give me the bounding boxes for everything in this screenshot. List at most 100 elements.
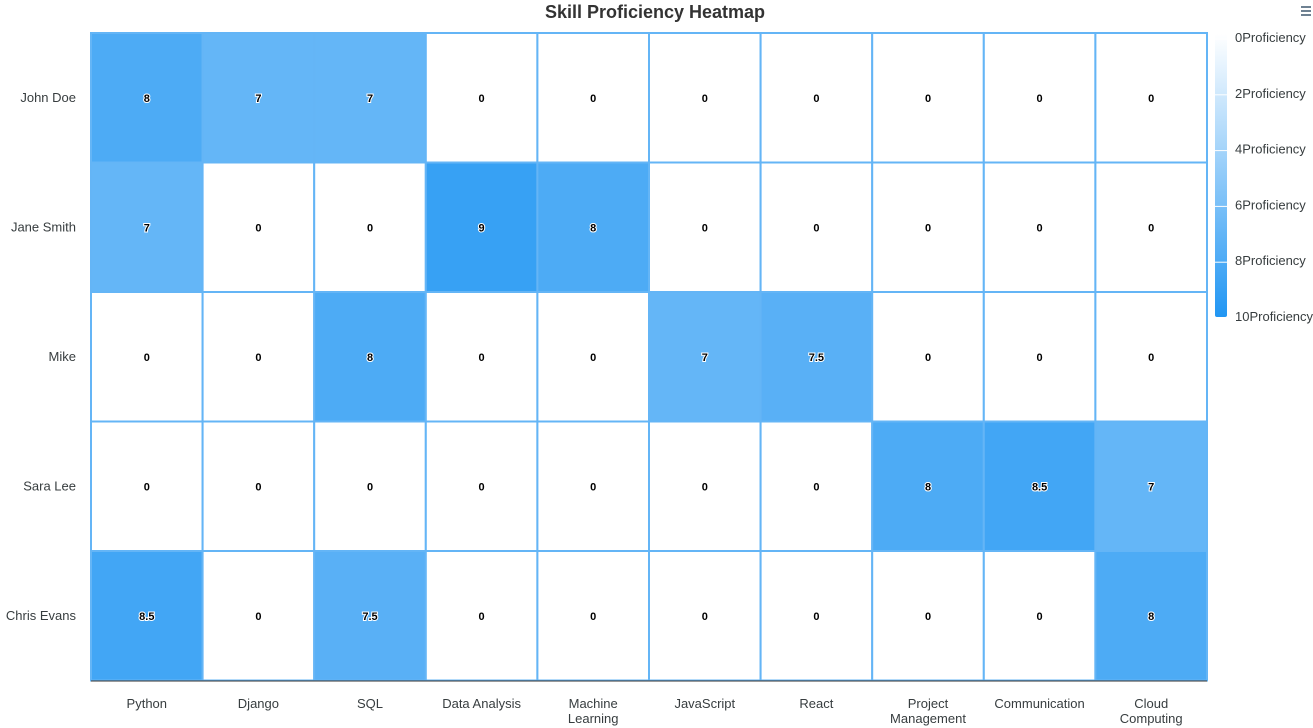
x-tick-label: SQL [357, 696, 383, 711]
cell-value-label: 0 [479, 93, 485, 105]
legend-label: 4Proficiency [1235, 142, 1306, 157]
heatmap-cell [1094, 161, 1209, 293]
cell-value-label: 7 [255, 93, 261, 105]
heatmap-cell [982, 291, 1097, 423]
heatmap-cell [648, 161, 762, 293]
legend-label: 0Proficiency [1235, 30, 1306, 45]
cell-value-label: 7.5 [362, 611, 377, 623]
cell-value-label: 0 [1148, 222, 1154, 234]
heatmap-cell [648, 420, 762, 552]
heatmap-cell [201, 550, 316, 682]
heatmap-cell-labels: 8 7 7 0 0 0 0 0 0 0 7 0 0 9 8 0 0 0 0 0 0 0 8 0 0 7 7.5 0 0 0 0 0 0 0 0 0 0 8… [138, 92, 1155, 624]
legend-label: 2Proficiency [1235, 86, 1306, 101]
x-tick-label: Project Management [890, 696, 966, 726]
cell-value-label: 9 [479, 222, 485, 234]
cell-value-label: 0 [144, 481, 150, 493]
cell-value-label: 0 [1037, 93, 1043, 105]
y-tick-label: Mike [49, 349, 76, 364]
cell-value-label: 0 [367, 481, 373, 493]
menu-icon[interactable] [1301, 6, 1311, 18]
cell-value-label: 0 [255, 352, 261, 364]
heatmap-cell [982, 550, 1097, 682]
cell-value-label: 7 [1148, 481, 1154, 493]
heatmap-cell [536, 550, 651, 682]
cell-value-label: 0 [813, 222, 819, 234]
cell-value-label: 0 [590, 352, 596, 364]
heatmap-cell [1094, 32, 1209, 164]
heatmap-cell [648, 32, 762, 164]
cell-value-label: 8 [1148, 611, 1154, 623]
heatmap-cell [871, 32, 985, 164]
heatmap-cell [90, 32, 204, 164]
cell-value-label: 7 [144, 222, 150, 234]
cell-value-label: 0 [590, 93, 596, 105]
heatmap-cell [759, 161, 874, 293]
heatmap-cell [90, 420, 204, 552]
cell-value-label: 8 [925, 481, 931, 493]
heatmap-cell [536, 291, 651, 423]
cell-value-label: 0 [479, 611, 485, 623]
cell-value-label: 7.5 [809, 352, 824, 364]
heatmap-cell [201, 291, 316, 423]
cell-value-label: 0 [1148, 93, 1154, 105]
cell-value-label: 0 [702, 481, 708, 493]
cell-value-label: 0 [813, 93, 819, 105]
heatmap-cell [313, 291, 427, 423]
legend-label: 6Proficiency [1235, 197, 1306, 212]
y-axis-labels: John Doe Jane Smith Mike Sara Lee Chris Evan… [6, 90, 77, 623]
heatmap-cell [1094, 420, 1209, 552]
cell-value-label: 8 [144, 93, 150, 105]
y-tick-label: Sara Lee [23, 478, 76, 493]
cell-value-label: 0 [1037, 352, 1043, 364]
heatmap-cell [759, 291, 874, 423]
cell-value-label: 0 [925, 352, 931, 364]
cell-value-label: 0 [479, 352, 485, 364]
y-tick-label: Jane Smith [11, 219, 76, 234]
cell-value-label: 0 [1148, 352, 1154, 364]
heatmap-cell [1094, 291, 1209, 423]
heatmap-cell [871, 161, 985, 293]
chart-title: Skill Proficiency Heatmap [545, 2, 765, 22]
legend-label: 10Proficiency [1235, 309, 1313, 324]
heatmap-cell [201, 32, 316, 164]
cell-value-label: 0 [925, 611, 931, 623]
x-tick-label: Data Analysis [442, 696, 521, 711]
cell-value-label: 0 [1037, 222, 1043, 234]
cell-value-label: 7 [367, 93, 373, 105]
x-tick-label: JavaScript [674, 696, 735, 711]
cell-value-label: 0 [813, 481, 819, 493]
heatmap-cell [982, 161, 1097, 293]
cell-value-label: 0 [1037, 611, 1043, 623]
cell-value-label: 8 [590, 222, 596, 234]
x-tick-label: Cloud Computing [1120, 696, 1183, 726]
heatmap-cell [1094, 550, 1209, 682]
heatmap-cell [871, 291, 985, 423]
cell-value-label: 8.5 [139, 611, 154, 623]
heatmap-cell [759, 550, 874, 682]
x-tick-label: Python [127, 696, 167, 711]
cell-value-label: 8.5 [1032, 481, 1047, 493]
heatmap-cell [871, 550, 985, 682]
cell-value-label: 0 [255, 611, 261, 623]
x-tick-label: React [799, 696, 833, 711]
cell-value-label: 0 [702, 611, 708, 623]
cell-value-label: 0 [925, 93, 931, 105]
heatmap-cell [648, 550, 762, 682]
y-tick-label: John Doe [20, 90, 76, 105]
heatmap-cell [90, 291, 204, 423]
cell-value-label: 0 [702, 222, 708, 234]
x-tick-label: Communication [994, 696, 1084, 711]
heatmap-cell [201, 161, 316, 293]
color-legend: 0Proficiency 2Proficiency 4Proficiency 6Pro… [1215, 30, 1313, 324]
cell-value-label: 0 [590, 481, 596, 493]
cell-value-label: 8 [367, 352, 373, 364]
x-tick-label: Machine Learning [568, 696, 619, 726]
cell-value-label: 0 [144, 352, 150, 364]
heatmap-cell [982, 420, 1097, 552]
cell-value-label: 0 [590, 611, 596, 623]
cell-value-label: 0 [255, 481, 261, 493]
cell-value-label: 0 [813, 611, 819, 623]
cell-value-label: 7 [702, 352, 708, 364]
x-tick-label: Django [238, 696, 279, 711]
